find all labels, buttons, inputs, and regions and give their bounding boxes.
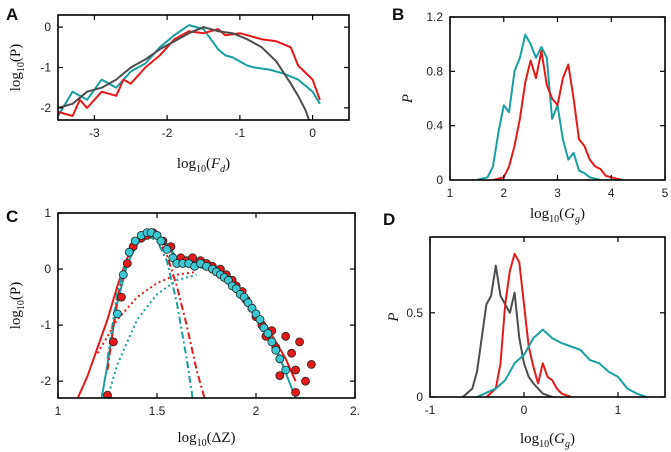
y-axis-label: log10(P) xyxy=(8,282,27,330)
data-point-cyan-points xyxy=(263,329,273,338)
data-point-red-points xyxy=(103,390,112,398)
y-axis-label: P xyxy=(386,312,402,322)
y-tick-label: 0 xyxy=(436,173,443,187)
series-line-gray xyxy=(462,264,553,397)
plot-area xyxy=(58,24,321,120)
data-point-cyan-points xyxy=(267,337,277,347)
x-tick-label: 1 xyxy=(55,404,62,418)
y-tick-label: 0 xyxy=(416,390,423,404)
data-point-red-points xyxy=(306,359,316,369)
x-tick-label: 0 xyxy=(521,403,528,417)
series-line-teal xyxy=(476,33,601,180)
series-line-teal xyxy=(476,328,647,397)
x-tick-label: 5 xyxy=(662,186,669,200)
y-tick-label: -2 xyxy=(40,101,51,115)
y-tick-label: 0.8 xyxy=(426,64,443,78)
y-axis-label: log10(P) xyxy=(8,44,27,92)
y-tick-label: 1.2 xyxy=(426,10,443,24)
data-point-red-points xyxy=(122,259,132,268)
data-point-red-points xyxy=(291,387,301,397)
data-point-red-points xyxy=(275,371,285,381)
series-line-gray xyxy=(58,26,310,120)
data-point-red-points xyxy=(109,337,118,347)
y-tick-label: 0 xyxy=(44,20,51,34)
data-point-red-points xyxy=(117,292,126,302)
x-tick-label: 3 xyxy=(554,186,561,200)
plot-area xyxy=(476,33,623,180)
y-tick-label: -2 xyxy=(40,374,51,388)
data-point-cyan-points xyxy=(281,365,291,375)
x-tick-label: 1.5 xyxy=(149,404,166,418)
series-line-teal xyxy=(58,24,321,117)
series-line-red xyxy=(58,28,321,117)
axes-frame xyxy=(449,16,666,181)
x-axis-label: log10(ΔZ) xyxy=(178,430,236,449)
panel-a: A -3 -2 -1 0 -2 -1 0 log10(Fd) log10(P) xyxy=(6,5,350,175)
data-point-cyan-points xyxy=(255,315,265,324)
data-point-red-points xyxy=(295,337,305,347)
x-tick-label: 2 xyxy=(500,186,507,200)
panel-b: B 1 2 3 4 5 0 0.4 0.8 1.2 log10(Gg) P xyxy=(392,5,669,225)
y-tick-label: 0.4 xyxy=(426,119,443,133)
x-axis-label: log10(Fd) xyxy=(177,156,230,175)
panel-letter: D xyxy=(383,210,395,229)
data-point-cyan-points xyxy=(113,309,122,319)
x-tick-label: 4 xyxy=(608,186,615,200)
data-point-red-points xyxy=(301,376,310,386)
data-point-red-points xyxy=(291,365,301,375)
data-point-cyan-points xyxy=(271,345,281,355)
x-tick-label: -2 xyxy=(162,126,173,140)
data-point-red-points xyxy=(281,331,291,341)
plot-area xyxy=(76,228,316,398)
x-tick-label: -3 xyxy=(89,126,100,140)
x-tick-label: 1 xyxy=(447,186,454,200)
data-point-cyan-points xyxy=(124,247,134,257)
x-tick-label: 2 xyxy=(253,404,260,418)
data-point-cyan-points xyxy=(275,354,285,364)
data-point-cyan-points xyxy=(162,244,172,254)
series-line-red-dotted xyxy=(96,270,197,354)
data-point-cyan-points xyxy=(118,270,128,280)
plot-area xyxy=(462,252,647,397)
data-point-red-points xyxy=(287,348,297,358)
panel-letter: A xyxy=(6,5,18,24)
y-tick-label: 0 xyxy=(44,262,51,276)
y-tick-label: -1 xyxy=(40,318,51,332)
axes-frame xyxy=(429,236,666,398)
x-tick-label: -1 xyxy=(425,403,436,417)
panel-c: C 1 1.5 2 2. -2 -1 0 1 log10(ΔZ) log10(P) xyxy=(6,206,360,449)
x-tick-label: 0 xyxy=(309,126,316,140)
series-line-red xyxy=(492,50,623,180)
x-axis-label: log10(Gg) xyxy=(520,431,575,450)
panel-letter: C xyxy=(6,207,18,226)
series-line-teal-dotted xyxy=(106,273,197,398)
y-tick-label: -1 xyxy=(40,61,51,75)
y-axis-label: P xyxy=(400,94,416,104)
axes-frame xyxy=(57,212,356,399)
data-point-cyan-points xyxy=(130,236,140,246)
x-tick-label: 1 xyxy=(615,403,622,417)
x-tick-label: -1 xyxy=(235,126,246,140)
x-axis-label: log10(Gg) xyxy=(530,206,585,225)
y-tick-label: 1 xyxy=(44,206,51,220)
data-point-cyan-points xyxy=(156,236,166,246)
y-tick-label: 0.5 xyxy=(406,306,423,320)
panel-letter: B xyxy=(392,5,404,24)
x-tick-label: 2. xyxy=(350,404,360,418)
